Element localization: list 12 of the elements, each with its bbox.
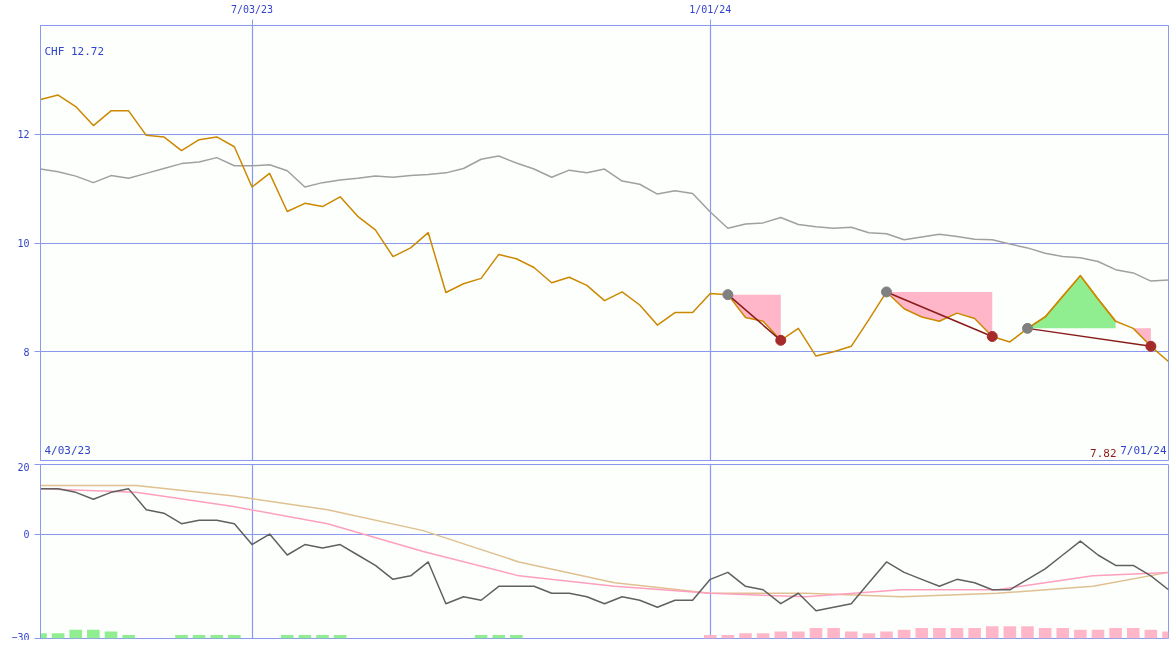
y-tick-label: 0 (23, 529, 30, 541)
x-tick-label: 7/03/23 (230, 3, 274, 15)
annotation: 7/01/24 (1120, 443, 1167, 457)
annotation: 7.82 (1090, 446, 1117, 460)
y-tick-label: 10 (17, 238, 30, 249)
y-tick-label: 8 (23, 346, 30, 358)
annotation: 4/03/23 (44, 443, 91, 457)
x-tick-label: 1/01/24 (689, 3, 732, 15)
y-tick-label: 12 (17, 129, 30, 141)
y-tick-label: −30 (11, 631, 30, 643)
annotation: CHF 12.72 (44, 44, 105, 58)
y-tick-label: 20 (17, 461, 30, 473)
